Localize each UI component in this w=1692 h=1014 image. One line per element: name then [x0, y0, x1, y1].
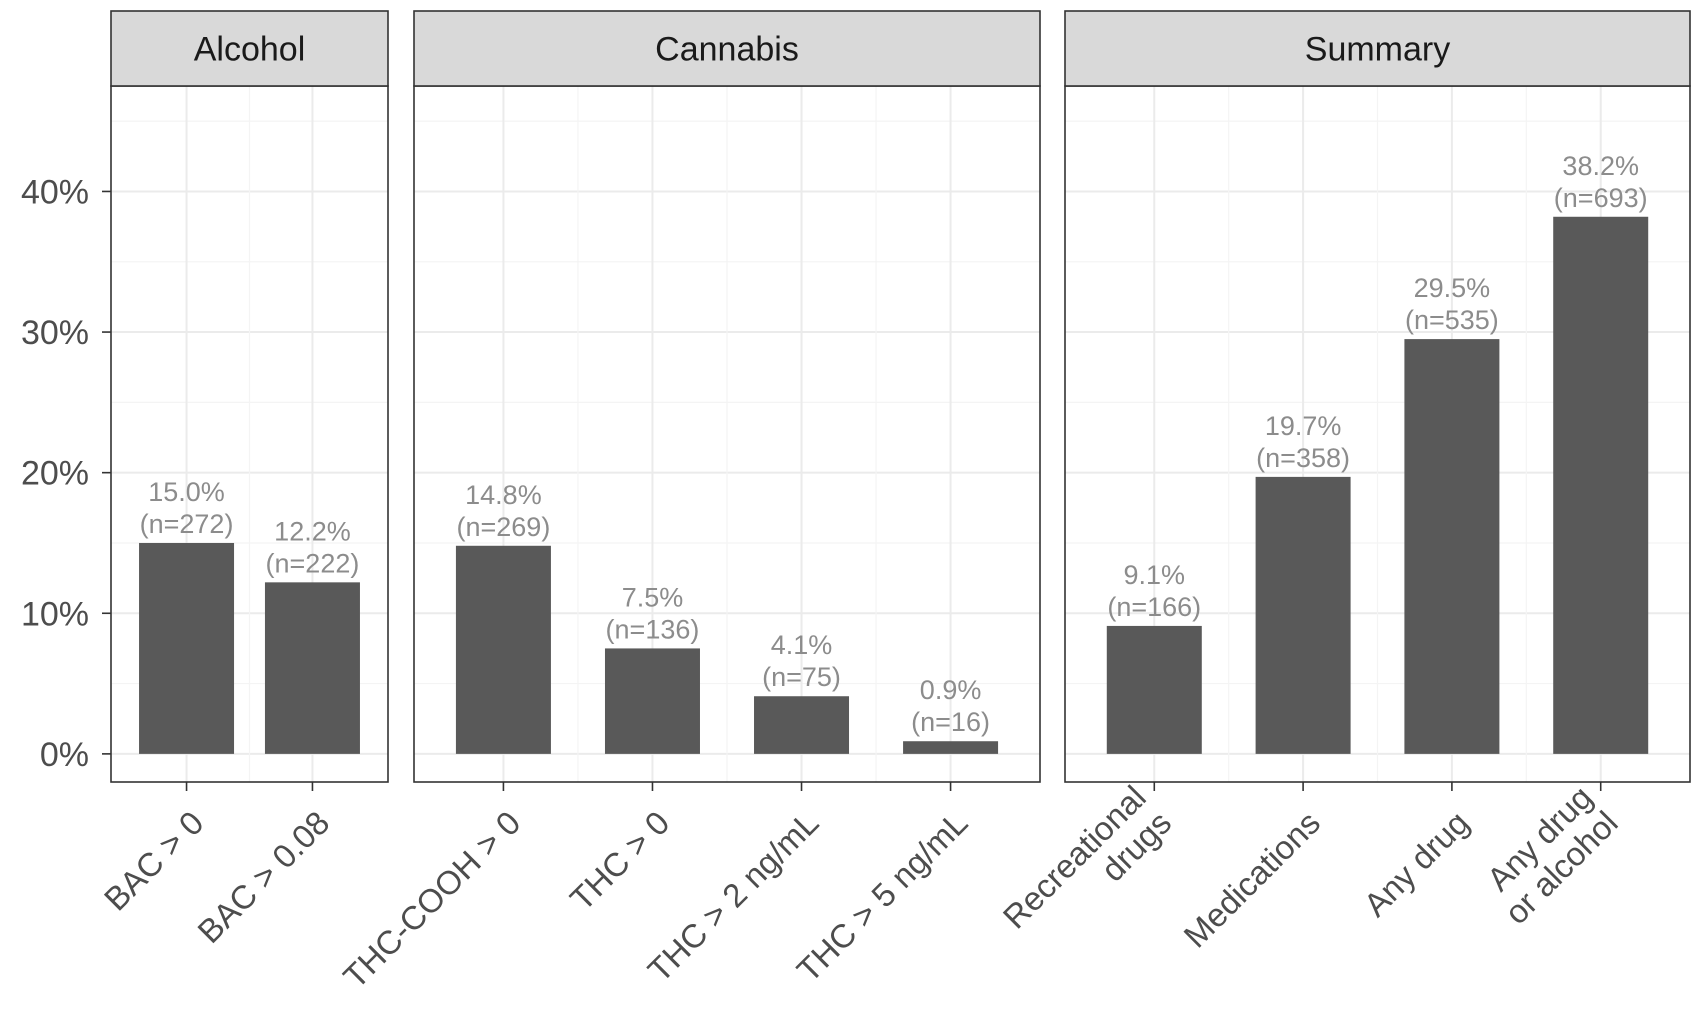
bar [264, 582, 360, 754]
panel-alcohol: 15.0%(n=272) BAC > 0 12.2%(n=222) BAC > 0.0… [97, 10, 389, 950]
bar-percent-label: 19.7% [1265, 411, 1342, 441]
bar-percent-label: 12.2% [274, 516, 351, 546]
x-tick-label: BAC > 0.08 [190, 804, 336, 950]
bar-count-label: (n=358) [1256, 443, 1350, 473]
bar-percent-label: 4.1% [771, 630, 833, 660]
bar [455, 545, 551, 754]
x-tick-label: THC-COOH > 0 [336, 804, 527, 995]
bar-percent-label: 15.0% [148, 477, 225, 507]
bar-count-label: (n=269) [457, 512, 551, 542]
x-tick-label: Any drug [1356, 804, 1476, 924]
bar-count-label: (n=75) [762, 662, 841, 692]
panel-cannabis: 14.8%(n=269) THC-COOH > 0 7.5%(n=136) THC >… [336, 10, 1041, 995]
x-tick-label: Any drugor alcohol [1472, 778, 1625, 931]
facet-strip-label: Cannabis [655, 31, 799, 69]
bar-percent-label: 7.5% [622, 582, 684, 612]
y-tick-label: 20% [21, 455, 89, 493]
bar-percent-label: 14.8% [465, 480, 542, 510]
bar-count-label: (n=535) [1405, 305, 1499, 335]
bar-percent-label: 29.5% [1414, 273, 1491, 303]
bar [903, 741, 999, 754]
bar-percent-label: 0.9% [920, 675, 982, 705]
bar-count-label: (n=693) [1554, 183, 1648, 213]
facet-strip-label: Alcohol [194, 31, 306, 69]
facet-strip [110, 10, 389, 87]
bar [1553, 216, 1649, 754]
bar-count-label: (n=136) [606, 614, 700, 644]
facet-strip [1064, 10, 1691, 87]
bar-count-label: (n=166) [1107, 592, 1201, 622]
panel-summary: 9.1%(n=166) Recreationaldrugs 19.7%(n=358)… [996, 10, 1691, 961]
bar [1255, 476, 1351, 754]
facet-strip [413, 10, 1041, 87]
bar-count-label: (n=272) [140, 509, 234, 539]
y-tick-label: 10% [21, 595, 89, 633]
y-tick-label: 40% [21, 173, 89, 211]
bar-percent-label: 38.2% [1562, 151, 1639, 181]
bar [604, 648, 700, 754]
bar [754, 696, 850, 754]
bar [1404, 339, 1500, 754]
bar [139, 542, 235, 754]
x-tick-label: BAC > 0 [97, 804, 211, 918]
x-tick-label: THC > 0 [563, 804, 677, 918]
bar-count-label: (n=16) [911, 707, 990, 737]
y-tick-label: 30% [21, 314, 89, 352]
bar-count-label: (n=222) [266, 548, 360, 578]
bar-percent-label: 9.1% [1124, 560, 1186, 590]
bar [1106, 625, 1202, 754]
facet-strip-label: Summary [1305, 31, 1450, 69]
y-tick-label: 0% [40, 736, 89, 774]
x-tick-label: Recreationaldrugs [996, 778, 1179, 961]
x-tick-label: Medications [1176, 804, 1327, 955]
